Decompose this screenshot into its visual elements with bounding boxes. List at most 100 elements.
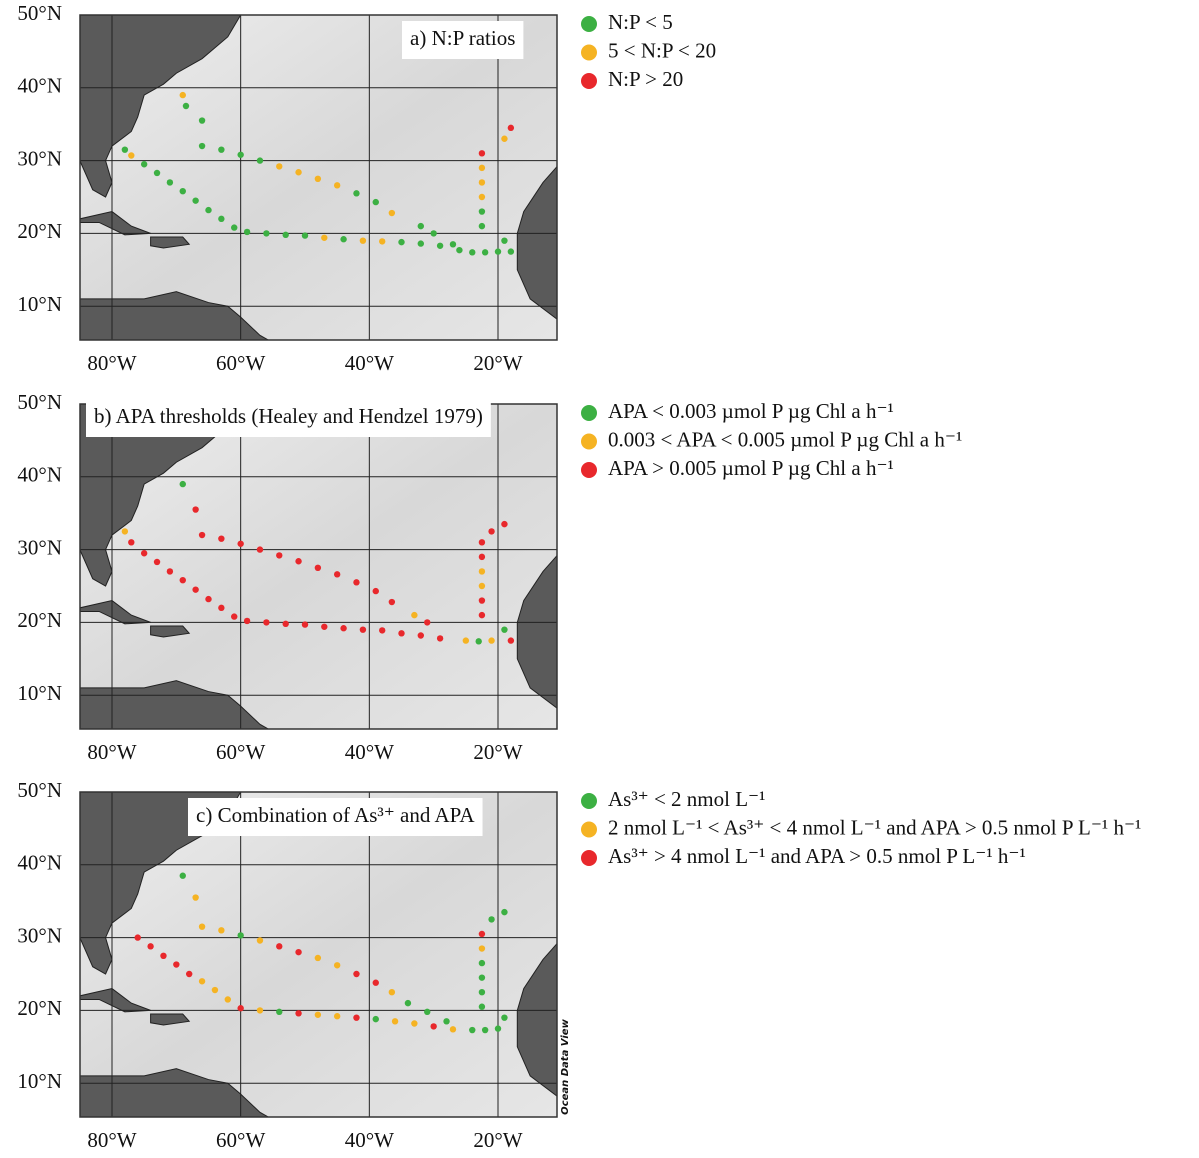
map-body <box>80 404 588 732</box>
legend-label: 2 nmol L⁻¹ < As³⁺ < 4 nmol L⁻¹ and APA >… <box>608 815 1141 839</box>
station <box>501 521 507 527</box>
station <box>353 190 359 196</box>
station <box>192 894 198 900</box>
lon-tick-label: 80°W <box>87 740 136 764</box>
station <box>479 612 485 618</box>
station <box>199 923 205 929</box>
watermark: Ocean Data View <box>560 1018 571 1114</box>
station <box>437 635 443 641</box>
legend-label: 5 < N:P < 20 <box>608 38 716 62</box>
station <box>479 165 485 171</box>
station <box>501 136 507 142</box>
station <box>479 179 485 185</box>
station <box>183 103 189 109</box>
lat-tick-label: 40°N <box>17 463 62 487</box>
station <box>244 618 250 624</box>
station <box>479 568 485 574</box>
station <box>334 571 340 577</box>
station <box>302 232 308 238</box>
station <box>173 961 179 967</box>
station <box>276 552 282 558</box>
station <box>418 223 424 229</box>
station <box>237 541 243 547</box>
legend-label: As³⁺ < 2 nmol L⁻¹ <box>608 787 765 811</box>
station <box>334 182 340 188</box>
station <box>199 143 205 149</box>
station <box>237 1005 243 1011</box>
station <box>501 237 507 243</box>
station <box>218 605 224 611</box>
station <box>147 943 153 949</box>
station <box>430 1023 436 1029</box>
station <box>257 157 263 163</box>
station <box>315 955 321 961</box>
legend-marker <box>581 434 597 450</box>
station <box>321 624 327 630</box>
station <box>276 163 282 169</box>
figure: 80°W60°W40°W20°W50°N40°N30°N20°N10°Na) N… <box>0 0 1199 1153</box>
station <box>186 971 192 977</box>
station <box>205 207 211 213</box>
station <box>482 1027 488 1033</box>
lon-tick-label: 80°W <box>87 1128 136 1152</box>
station <box>479 945 485 951</box>
station <box>418 240 424 246</box>
station <box>437 243 443 249</box>
legend-label: APA > 0.005 µmol P µg Chl a h⁻¹ <box>608 456 894 480</box>
station <box>482 249 488 255</box>
lat-tick-label: 20°N <box>17 219 62 243</box>
station <box>379 238 385 244</box>
station <box>154 170 160 176</box>
lat-tick-label: 20°N <box>17 996 62 1020</box>
station <box>488 528 494 534</box>
station <box>192 197 198 203</box>
station <box>479 194 485 200</box>
panel-title: b) APA thresholds (Healey and Hendzel 19… <box>94 404 483 428</box>
lon-tick-label: 60°W <box>216 351 265 375</box>
station <box>237 152 243 158</box>
station <box>353 1014 359 1020</box>
station <box>128 152 134 158</box>
station <box>257 546 263 552</box>
station <box>476 638 482 644</box>
station <box>450 241 456 247</box>
lat-tick-label: 50°N <box>17 1 62 25</box>
station <box>389 599 395 605</box>
station <box>283 621 289 627</box>
legend-label: N:P < 5 <box>608 10 673 34</box>
station <box>479 989 485 995</box>
panel-title: a) N:P ratios <box>410 26 515 50</box>
lat-tick-label: 40°N <box>17 74 62 98</box>
station <box>373 980 379 986</box>
station <box>424 619 430 625</box>
lon-tick-label: 60°W <box>216 1128 265 1152</box>
station <box>508 248 514 254</box>
legend-label: N:P > 20 <box>608 67 683 91</box>
station <box>508 637 514 643</box>
station <box>122 146 128 152</box>
station <box>373 199 379 205</box>
station <box>398 630 404 636</box>
station <box>141 550 147 556</box>
station <box>276 1009 282 1015</box>
station <box>237 932 243 938</box>
legend-marker <box>581 462 597 478</box>
station <box>302 621 308 627</box>
station <box>411 1020 417 1026</box>
station <box>340 236 346 242</box>
station <box>469 249 475 255</box>
station <box>315 565 321 571</box>
station <box>418 632 424 638</box>
station <box>295 169 301 175</box>
station <box>244 229 250 235</box>
lon-tick-label: 40°W <box>345 1128 394 1152</box>
station <box>450 1026 456 1032</box>
legend-label: APA < 0.003 µmol P µg Chl a h⁻¹ <box>608 399 894 423</box>
station <box>501 909 507 915</box>
station <box>463 637 469 643</box>
station <box>392 1018 398 1024</box>
station <box>479 583 485 589</box>
station <box>122 528 128 534</box>
lat-tick-label: 10°N <box>17 292 62 316</box>
station <box>135 934 141 940</box>
